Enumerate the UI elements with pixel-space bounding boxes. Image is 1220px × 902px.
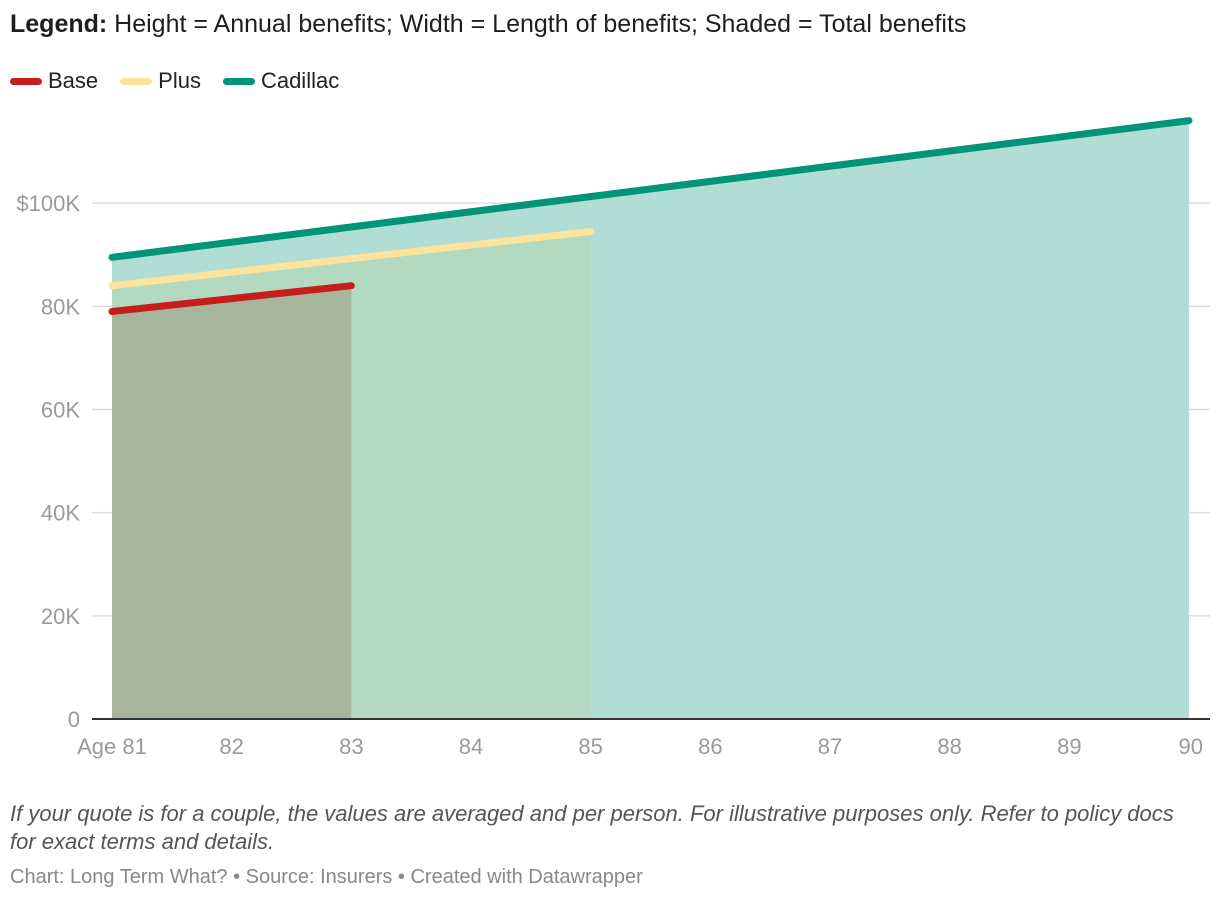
legend-label-base: Base (48, 68, 99, 93)
legend-label-plus: Plus (158, 68, 201, 93)
y-tick-label: 0 (68, 707, 80, 732)
x-tick-label: 82 (219, 734, 243, 759)
legend-swatch-cadillac (222, 77, 255, 85)
areas (112, 120, 1189, 720)
legend-text: Height = Annual benefits; Width = Length… (107, 10, 967, 38)
legend-label-cadillac: Cadillac (260, 68, 340, 93)
series-legend: Base Plus Cadillac (10, 68, 361, 94)
line-cadillac (108, 117, 1193, 261)
x-tick-label: Age 81 (77, 734, 147, 759)
x-tick-label: 83 (339, 734, 363, 759)
legend-item-plus: Plus (120, 68, 201, 94)
credit-line: Chart: Long Term What? • Source: Insurer… (10, 866, 643, 888)
legend-swatch-plus (120, 77, 153, 85)
legend-item-base: Base (10, 68, 98, 94)
legend-item-cadillac: Cadillac (222, 68, 340, 94)
y-tick-label: $100K (16, 191, 80, 216)
chart-legend-description: Legend: Height = Annual benefits; Width … (10, 10, 966, 39)
x-tick-label: 85 (578, 734, 602, 759)
series-lines (108, 117, 1193, 315)
area-base (112, 285, 352, 719)
x-tick-label: 88 (937, 734, 961, 759)
x-tick-label: 90 (1179, 734, 1203, 759)
y-tick-label: 60K (41, 398, 80, 423)
x-tick-label: 89 (1057, 734, 1081, 759)
line-plus (108, 228, 595, 290)
legend-label: Legend: (10, 10, 108, 38)
x-tick-label: 84 (459, 734, 483, 759)
axes: 0 20K 40K 60K 80K $100K Age 81 82 83 84 85 86 87 88 89… (16, 191, 1210, 759)
x-tick-label: 87 (818, 734, 842, 759)
y-tick-label: 20K (41, 604, 80, 629)
y-tick-label: 80K (41, 294, 80, 319)
area-chart: 0 20K 40K 60K 80K $100K Age 81 82 83 84 85 86 87 88 89… (16, 117, 1210, 759)
x-tick-label: 86 (698, 734, 722, 759)
line-base (108, 282, 355, 315)
y-tick-label: 40K (41, 501, 80, 526)
footnote: If your quote is for a couple, the value… (10, 801, 1174, 854)
legend-swatch-base (10, 77, 42, 85)
